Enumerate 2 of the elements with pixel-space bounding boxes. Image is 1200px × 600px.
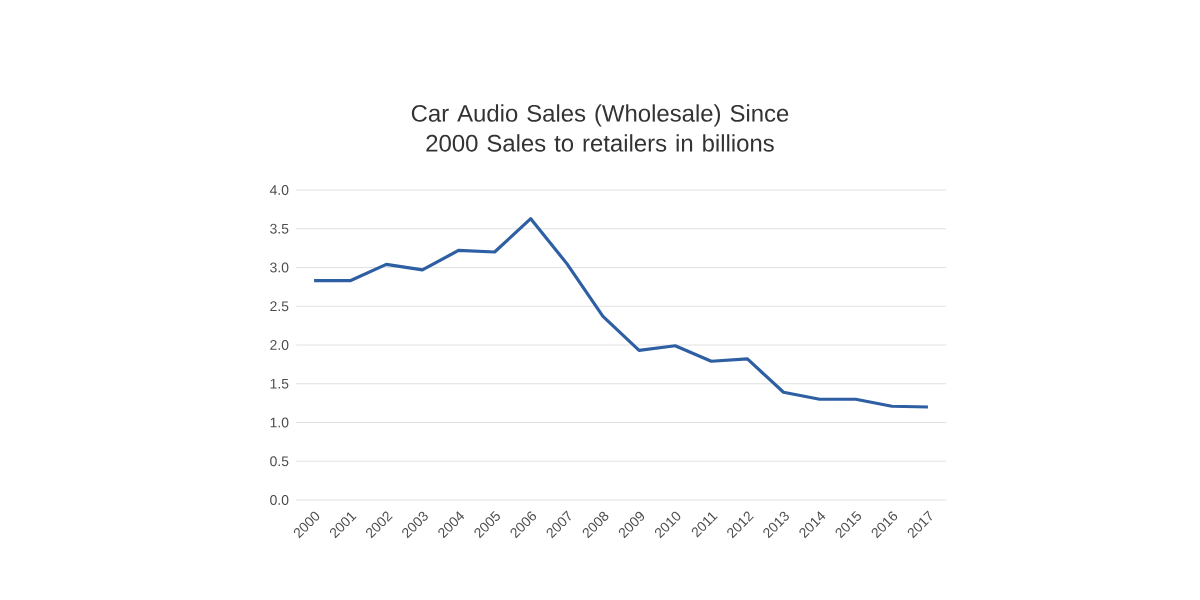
chart-title: Car Audio Sales (Wholesale) Since 2000 Sales to retailers in billions (411, 104, 789, 152)
line-series (312, 217, 930, 409)
